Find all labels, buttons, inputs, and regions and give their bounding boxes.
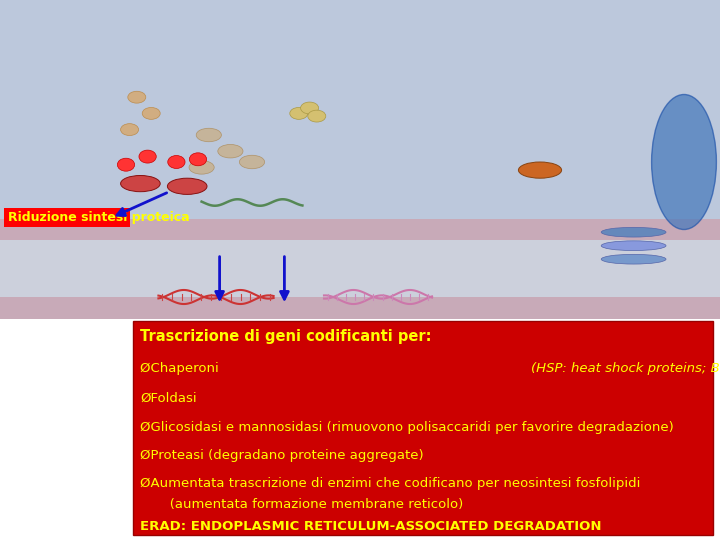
Ellipse shape	[142, 107, 160, 119]
Bar	[0, 219, 720, 240]
Circle shape	[117, 158, 135, 171]
Bar	[0, 297, 720, 319]
Text: ØChaperoni: ØChaperoni	[140, 362, 223, 375]
Ellipse shape	[601, 241, 666, 251]
Text: ØProteasi (degradano proteine aggregate): ØProteasi (degradano proteine aggregate)	[140, 449, 424, 462]
Ellipse shape	[301, 102, 319, 114]
Bar	[0, 0, 720, 219]
Ellipse shape	[601, 227, 666, 237]
Ellipse shape	[167, 178, 207, 194]
Circle shape	[139, 150, 156, 163]
Bar	[4, 208, 130, 227]
Ellipse shape	[196, 128, 222, 141]
Ellipse shape	[121, 176, 161, 192]
Ellipse shape	[518, 162, 562, 178]
Ellipse shape	[601, 254, 666, 264]
Text: ØFoldasi: ØFoldasi	[140, 392, 197, 404]
Bar	[133, 321, 713, 535]
Text: ØGlicosidasi e mannosidasi (rimuovono polisaccaridi per favorire degradazione): ØGlicosidasi e mannosidasi (rimuovono po…	[140, 421, 674, 435]
Ellipse shape	[652, 94, 716, 230]
Text: ØAumentata trascrizione di enzimi che codificano per neosintesi fosfolipidi: ØAumentata trascrizione di enzimi che co…	[140, 477, 641, 490]
Bar	[0, 0, 720, 319]
Ellipse shape	[239, 156, 265, 168]
Bar	[0, 240, 720, 319]
Text: (HSP: heat shock proteins; BiP): (HSP: heat shock proteins; BiP)	[531, 362, 720, 375]
Text: Trascrizione di geni codificanti per:: Trascrizione di geni codificanti per:	[140, 329, 432, 344]
Text: ERAD: ENDOPLASMIC RETICULUM-ASSOCIATED DEGRADATION: ERAD: ENDOPLASMIC RETICULUM-ASSOCIATED D…	[140, 519, 602, 532]
Ellipse shape	[289, 107, 308, 119]
Ellipse shape	[189, 161, 215, 174]
Circle shape	[168, 156, 185, 168]
Text: Riduzione sintesi proteica: Riduzione sintesi proteica	[8, 211, 189, 224]
Ellipse shape	[128, 91, 145, 103]
Text: (aumentata formazione membrane reticolo): (aumentata formazione membrane reticolo)	[140, 498, 464, 511]
Ellipse shape	[121, 124, 138, 136]
Ellipse shape	[218, 144, 243, 158]
Circle shape	[189, 153, 207, 166]
Ellipse shape	[308, 110, 325, 122]
